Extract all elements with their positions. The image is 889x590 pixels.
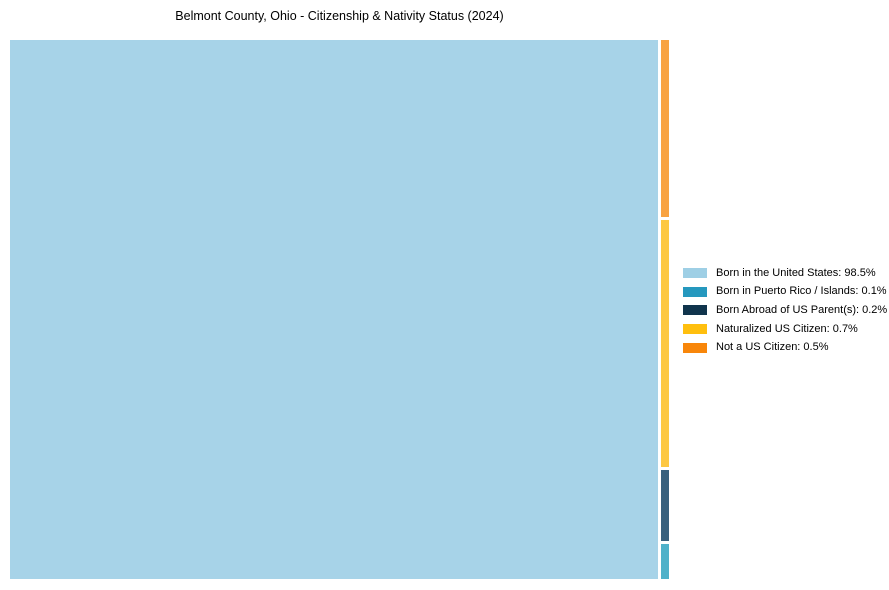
chart-title: Belmont County, Ohio - Citizenship & Nat… [175,9,504,23]
treemap-cell-born-in-puerto-rico-islands [660,543,669,579]
legend: Born in the United States: 98.5% Born in … [683,264,887,357]
legend-label: Born in Puerto Rico / Islands: 0.1% [716,285,887,298]
legend-label: Born Abroad of US Parent(s): 0.2% [716,303,888,316]
legend-row-born-abroad-of-us-parent-s: Born Abroad of US Parent(s): 0.2% [683,301,887,320]
legend-row-born-in-puerto-rico-islands: Born in Puerto Rico / Islands: 0.1% [683,283,887,302]
treemap-cell-naturalized-us-citizen [660,219,669,467]
legend-swatch-not-a-us-citizen [683,342,707,353]
legend-row-born-in-the-united-states: Born in the United States: 98.5% [683,264,887,283]
legend-swatch-born-in-the-united-states [683,268,707,279]
legend-label: Born in the United States: 98.5% [716,266,876,279]
legend-label: Naturalized US Citizen: 0.7% [716,322,858,335]
legend-row-not-a-us-citizen: Not a US Citizen: 0.5% [683,338,887,357]
legend-label: Not a US Citizen: 0.5% [716,341,829,354]
legend-row-naturalized-us-citizen: Naturalized US Citizen: 0.7% [683,320,887,339]
treemap [10,40,669,579]
treemap-cell-born-in-the-united-states [10,40,658,579]
treemap-cell-born-abroad-of-us-parent-s [660,470,669,541]
legend-swatch-born-in-puerto-rico-islands [683,286,707,297]
legend-swatch-born-abroad-of-us-parent-s [683,305,707,316]
treemap-cell-not-a-us-citizen [660,40,669,217]
legend-swatch-naturalized-us-citizen [683,324,707,335]
